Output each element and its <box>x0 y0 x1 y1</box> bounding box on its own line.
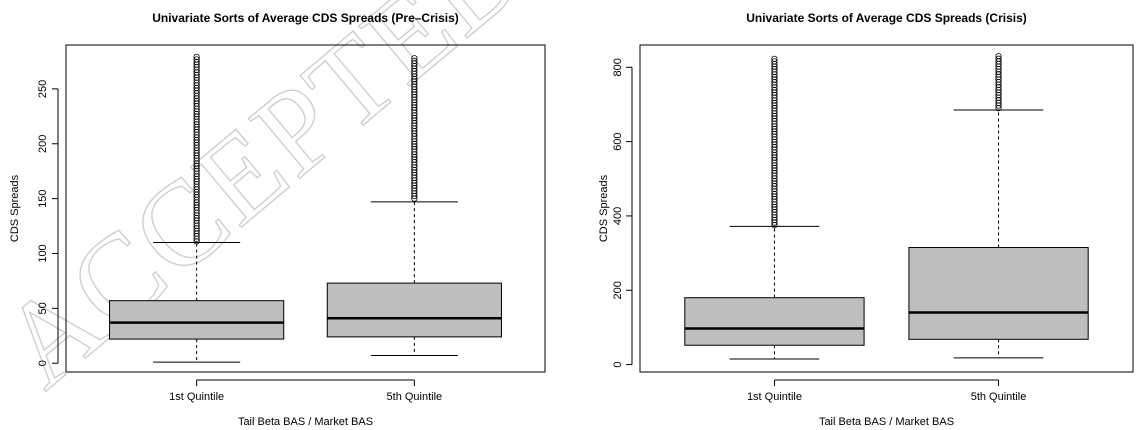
y-tick-label: 800 <box>612 58 624 76</box>
chart-panel-2: Univariate Sorts of Average CDS Spreads … <box>598 11 1134 428</box>
outlier-point <box>995 55 1002 62</box>
y-tick-label: 400 <box>612 207 624 225</box>
x-axis-label: Tail Beta BAS / Market BAS <box>819 416 954 428</box>
y-axis-label: CDS Spreads <box>9 174 21 242</box>
y-tick-label: 150 <box>37 189 49 207</box>
outlier-point <box>411 55 418 62</box>
box-1 <box>684 55 865 360</box>
box-2 <box>326 55 502 357</box>
x-axis-label: Tail Beta BAS / Market BAS <box>238 416 373 428</box>
y-tick-label: 250 <box>37 80 49 98</box>
box-1 <box>109 53 285 363</box>
box-iqr <box>109 300 285 340</box>
box-iqr <box>684 297 865 346</box>
y-tick-label: 0 <box>612 362 624 368</box>
x-tick-label: 5th Quintile <box>387 391 443 403</box>
box-iqr <box>326 282 502 338</box>
x-tick-label: 1st Quintile <box>747 391 802 403</box>
x-tick-label: 1st Quintile <box>169 391 224 403</box>
outlier-point <box>193 56 200 63</box>
watermark: ACCEPTED <box>0 0 549 412</box>
y-tick-label: 200 <box>37 135 49 153</box>
y-tick-label: 100 <box>37 244 49 262</box>
plot-frame <box>65 44 546 373</box>
chart-title: Univariate Sorts of Average CDS Spreads … <box>152 11 459 25</box>
outlier-point <box>411 57 418 64</box>
chart-panel-1: Univariate Sorts of Average CDS Spreads … <box>9 11 546 428</box>
y-tick-label: 200 <box>612 281 624 299</box>
chart-title: Univariate Sorts of Average CDS Spreads … <box>746 11 1027 25</box>
y-axis-label: CDS Spreads <box>598 174 610 242</box>
outlier-point <box>771 55 778 62</box>
outlier-point <box>995 53 1002 60</box>
outlier-point <box>771 58 778 65</box>
plot-frame <box>639 44 1134 373</box>
box-iqr <box>908 247 1089 340</box>
outlier-point <box>193 53 200 60</box>
y-tick-label: 600 <box>612 132 624 150</box>
x-tick-label: 5th Quintile <box>971 391 1027 403</box>
y-tick-label: 0 <box>37 360 49 366</box>
box-2 <box>908 53 1089 359</box>
y-tick-label: 50 <box>37 302 49 314</box>
